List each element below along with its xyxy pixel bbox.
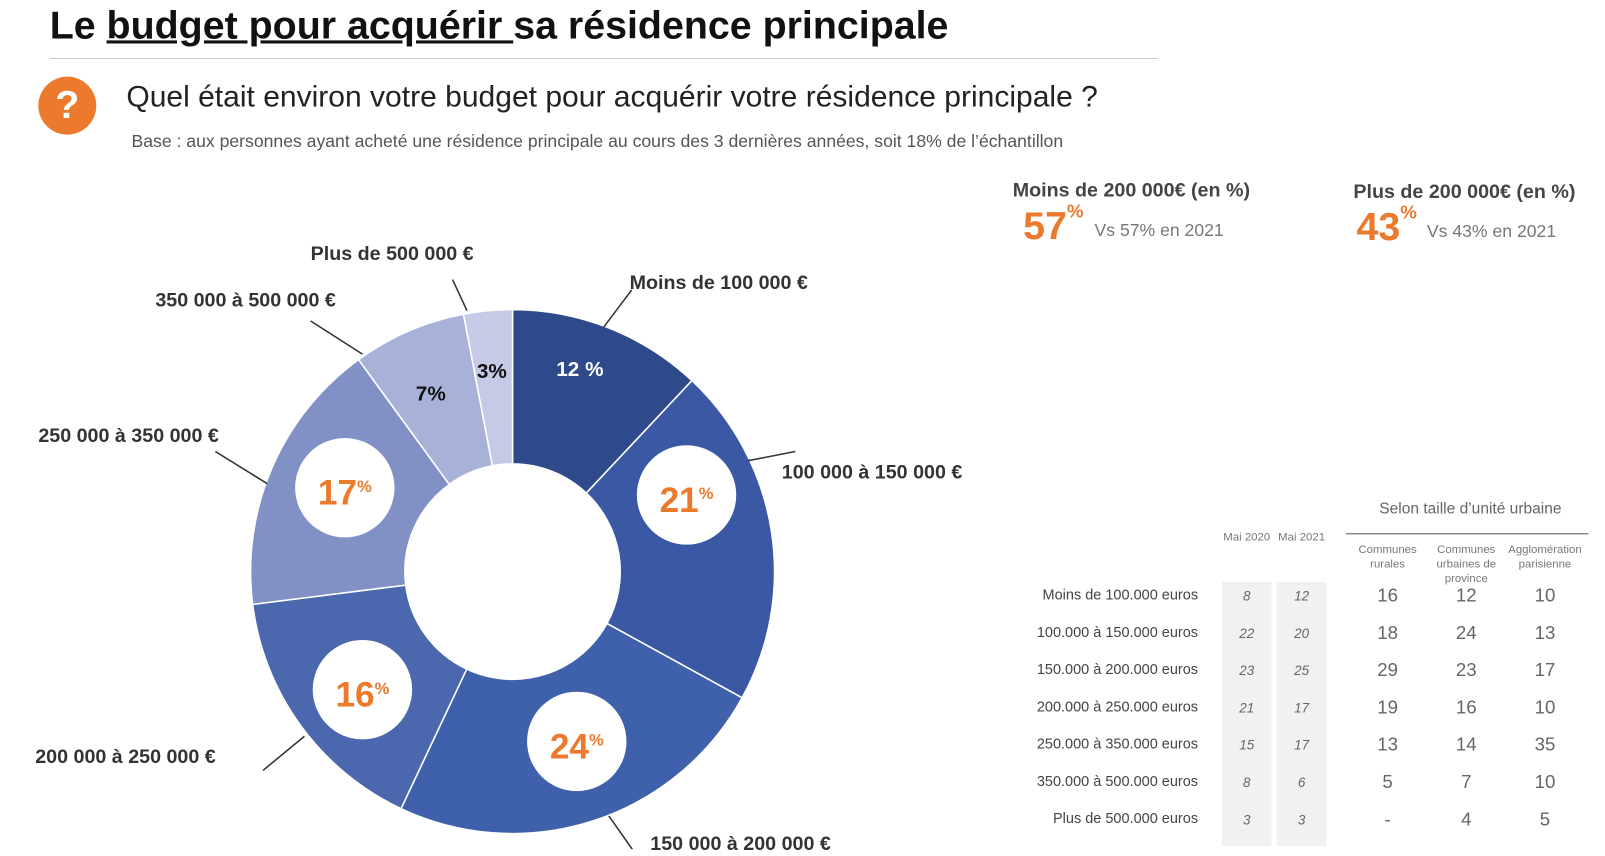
table-cell: 5 [1539, 808, 1551, 830]
kpi-value: 57% [1023, 200, 1084, 249]
table-cell: 24 [1455, 622, 1477, 644]
column-shade-2021 [1276, 581, 1327, 847]
column-header: Mai 2021 [1278, 531, 1326, 544]
data-label: 3% [476, 360, 507, 384]
category-label: 350 000 à 500 000 € [155, 289, 336, 312]
percent-sign: % [374, 680, 390, 698]
question-text: Quel était environ votre budget pour acq… [126, 80, 1098, 114]
category-label: Plus de 500 000 € [310, 243, 474, 266]
table-cell: 13 [1534, 622, 1556, 644]
question-mark-icon: ? [38, 76, 97, 135]
page-title: Le budget pour acquérir sa résidence pri… [50, 4, 949, 49]
column-header: Mai 2020 [1223, 531, 1271, 544]
table-cell: 23 [1455, 659, 1477, 681]
table-cell: 7 [1461, 771, 1472, 793]
category-label: 250 000 à 350 000 € [38, 425, 219, 448]
table-cell: 8 [1242, 588, 1251, 604]
table-cell: 3 [1242, 811, 1251, 828]
row-label: 100.000 à 150.000 euros [1036, 623, 1199, 640]
data-label: 17 [317, 473, 358, 513]
leader-line [310, 320, 363, 355]
table-cell: - [1384, 808, 1391, 830]
table-cell: 3 [1297, 811, 1306, 828]
column-header: Communes urbaines de province [1436, 543, 1497, 586]
table-cell: 4 [1461, 808, 1472, 830]
group-rule [1346, 533, 1589, 535]
column-shade-2020 [1221, 581, 1272, 847]
donut-slice [462, 308, 514, 467]
table-group-header: Selon taille d’unité urbaine [1379, 500, 1562, 518]
table-cell: 16 [1377, 585, 1398, 606]
title-underlined: budget pour acquérir [106, 4, 514, 48]
table-cell: 13 [1377, 734, 1398, 755]
table-cell: 17 [1294, 699, 1310, 716]
percent-sign: % [588, 732, 604, 750]
table-cell: 6 [1297, 774, 1306, 791]
title-part: sa résidence principale [513, 4, 949, 48]
table-cell: 12 [1294, 588, 1310, 604]
title-divider [49, 57, 1158, 60]
table-cell: 19 [1377, 696, 1398, 718]
data-label: 12 % [556, 358, 604, 382]
data-label-bubble: 16% [312, 639, 413, 740]
column-header: Communes rurales [1358, 543, 1417, 571]
base-note: Base : aux personnes ayant acheté une ré… [131, 131, 1064, 152]
category-label: Moins de 100 000 € [629, 272, 808, 295]
row-label: 200.000 à 250.000 euros [1036, 697, 1199, 715]
table-cell: 17 [1534, 659, 1556, 681]
percent-sign: % [357, 478, 372, 497]
data-label-bubble: 21% [636, 445, 737, 545]
leader-line [262, 735, 305, 772]
table-cell: 12 [1455, 585, 1477, 606]
data-label: 24 [549, 727, 589, 767]
table-cell: 10 [1534, 696, 1556, 718]
leader-line [608, 815, 634, 850]
row-label: 150.000 à 200.000 euros [1036, 660, 1199, 678]
table-cell: 18 [1377, 622, 1398, 644]
table-cell: 15 [1239, 737, 1255, 753]
row-label: 250.000 à 350.000 euros [1036, 735, 1199, 752]
kpi-compare: Vs 57% en 2021 [1094, 220, 1224, 241]
table-cell: 10 [1534, 771, 1556, 793]
kpi-heading: Moins de 200 000€ (en %) [1012, 180, 1251, 202]
kpi-heading: Plus de 200 000€ (en %) [1353, 181, 1576, 203]
table-cell: 35 [1534, 734, 1556, 755]
data-label: 7% [415, 383, 446, 406]
table-cell: 14 [1455, 734, 1477, 755]
leader-line [214, 450, 268, 485]
data-label: 16 [335, 675, 375, 715]
table-cell: 22 [1239, 625, 1255, 641]
table-cell: 29 [1377, 659, 1398, 681]
table-cell: 10 [1534, 585, 1556, 606]
row-label: Plus de 500.000 euros [1052, 809, 1199, 827]
row-label: Moins de 100.000 euros [1042, 586, 1199, 603]
category-label: 100 000 à 150 000 € [781, 461, 963, 484]
row-label: 350.000 à 500.000 euros [1036, 772, 1199, 790]
category-label: 200 000 à 250 000 € [35, 746, 216, 769]
leader-line [747, 450, 796, 462]
leader-line [603, 289, 633, 328]
data-label: 21 [659, 480, 699, 521]
table-cell: 23 [1239, 662, 1255, 679]
table-cell: 8 [1242, 774, 1251, 791]
data-label-bubble: 24% [527, 691, 627, 792]
data-label-bubble: 17% [295, 438, 395, 538]
table-cell: 25 [1294, 662, 1310, 679]
table-cell: 21 [1239, 699, 1255, 716]
table-cell: 17 [1294, 737, 1310, 753]
kpi-value: 43% [1356, 201, 1417, 250]
leader-line [451, 279, 468, 311]
table-cell: 16 [1455, 696, 1477, 718]
category-label: 150 000 à 200 000 € [650, 833, 831, 856]
percent-sign: % [698, 485, 714, 504]
donut-slice [511, 308, 694, 495]
table-cell: 5 [1382, 771, 1393, 793]
column-header: Agglomération parisienne [1508, 543, 1582, 571]
kpi-compare: Vs 43% en 2021 [1426, 221, 1557, 242]
title-part: Le [49, 4, 107, 48]
table-cell: 20 [1294, 625, 1310, 641]
